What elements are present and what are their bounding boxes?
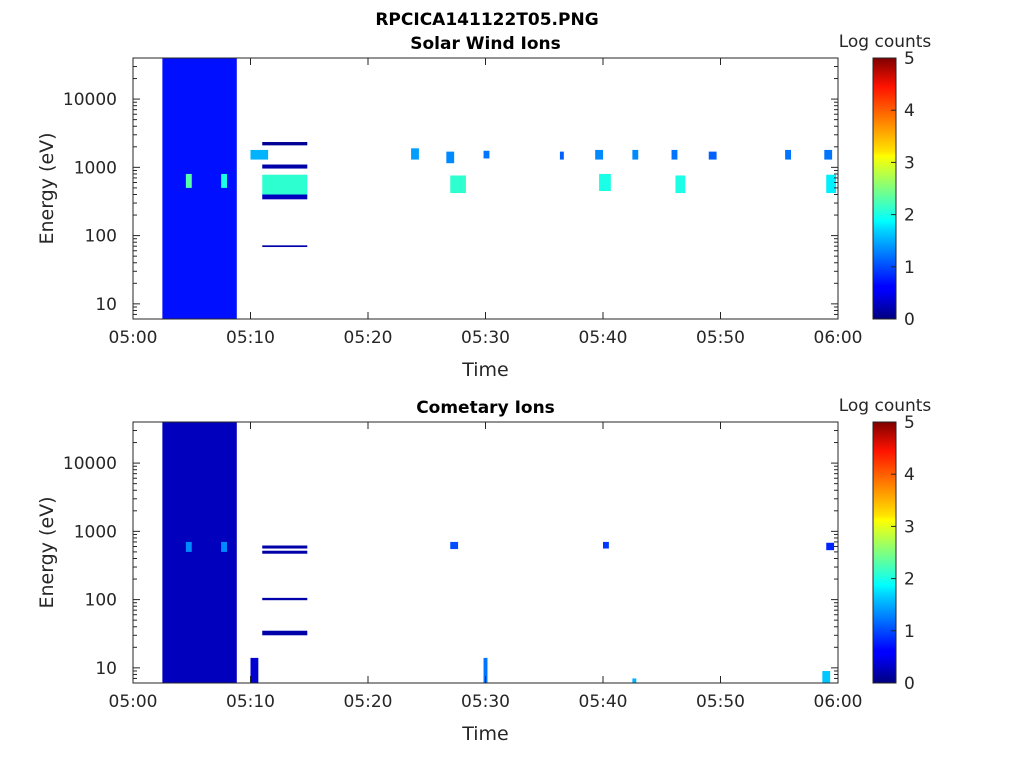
count-region [632, 149, 639, 160]
colorbar-gradient [872, 421, 897, 684]
count-region [262, 164, 308, 169]
count-region [411, 148, 419, 160]
count-region [785, 149, 791, 160]
data-layer [162, 58, 837, 319]
x-axis-label: Time [461, 723, 509, 745]
colorbar-tick-label: 4 [904, 101, 915, 121]
count-region [262, 630, 308, 636]
colorbar-label: Log counts [839, 396, 932, 416]
solar-wind-panel: Solar Wind Ions 05:00 05:10 05:20 05:30 05:40… [36, 34, 863, 381]
count-region [250, 149, 269, 160]
panel-title: Solar Wind Ions [410, 34, 561, 54]
x-tick-label: 05:50 [696, 692, 745, 712]
count-region [162, 422, 237, 683]
colorbar-gradient [872, 57, 897, 320]
x-tick-label: 05:00 [109, 328, 158, 348]
colorbar-label: Log counts [839, 32, 932, 52]
y-tick-label: 1000 [74, 522, 117, 542]
count-region [708, 151, 717, 160]
y-tick-label: 10000 [63, 90, 117, 110]
x-tick-label: 05:40 [579, 328, 628, 348]
y-tick-label: 10000 [63, 454, 117, 474]
count-region [262, 545, 308, 549]
count-region [483, 150, 490, 159]
x-tick-label: 06:00 [814, 328, 863, 348]
x-tick-label: 05:10 [226, 692, 275, 712]
colorbar-tick-label: 2 [904, 206, 915, 226]
panel-title: Cometary Ions [416, 398, 555, 418]
count-region [262, 245, 308, 248]
plot-area [133, 58, 838, 319]
count-region [250, 657, 259, 683]
count-region [262, 142, 308, 146]
colorbar-cometary-ions: Log counts 0 1 2 3 4 5 [839, 396, 932, 694]
count-region [826, 174, 837, 194]
count-region [262, 597, 308, 601]
x-tick-label: 06:00 [814, 692, 863, 712]
cometary-ions-panel: Cometary Ions 05:00 05:10 05:20 05:30 05:40 05… [36, 398, 863, 745]
count-region [483, 657, 488, 683]
count-region [262, 174, 308, 197]
colorbar-tick-label: 2 [904, 570, 915, 590]
figure-title: RPCICA141122T05.PNG [375, 10, 598, 30]
colorbar-tick-label: 3 [904, 153, 915, 173]
x-tick-label: 05:00 [109, 692, 158, 712]
colorbar-solar-wind: Log counts 0 1 2 3 4 5 [839, 32, 932, 330]
y-tick-label: 1000 [74, 158, 117, 178]
count-region [675, 175, 686, 194]
y-axis-label: Energy (eV) [36, 496, 58, 608]
colorbar-tick-label: 5 [904, 49, 915, 69]
count-region [595, 149, 603, 160]
count-region [221, 173, 227, 188]
x-tick-label: 05:10 [226, 328, 275, 348]
count-region [450, 175, 466, 194]
count-region [185, 173, 192, 188]
y-tick-label: 100 [85, 227, 117, 247]
count-region [446, 151, 455, 164]
count-region [826, 542, 835, 551]
y-tick-label: 10 [95, 659, 117, 679]
y-tick-label: 100 [85, 591, 117, 611]
x-axis-label: Time [461, 359, 509, 381]
colorbar-tick-label: 0 [904, 310, 915, 330]
count-region [450, 541, 459, 550]
count-region [559, 151, 564, 160]
count-region [262, 550, 308, 554]
data-layer [162, 422, 835, 683]
count-region [262, 194, 308, 200]
colorbar-tick-label: 3 [904, 517, 915, 537]
x-tick-label: 05:30 [461, 692, 510, 712]
y-tick-label: 10 [95, 295, 117, 315]
colorbar-tick-label: 5 [904, 413, 915, 433]
x-tick-label: 05:20 [344, 328, 393, 348]
count-region [632, 678, 637, 683]
colorbar-tick-label: 4 [904, 465, 915, 485]
count-region [221, 541, 227, 552]
x-tick-label: 05:30 [461, 328, 510, 348]
count-region [162, 58, 237, 319]
count-region [822, 670, 831, 683]
count-region [603, 541, 609, 549]
x-tick-label: 05:50 [696, 328, 745, 348]
y-axis-label: Energy (eV) [36, 132, 58, 244]
count-region [185, 541, 192, 552]
plot-area [133, 422, 838, 683]
x-tick-label: 05:40 [579, 692, 628, 712]
colorbar-tick-label: 1 [904, 258, 915, 278]
colorbar-tick-label: 0 [904, 674, 915, 694]
count-region [599, 173, 611, 192]
colorbar-tick-label: 1 [904, 622, 915, 642]
count-region [671, 149, 678, 160]
count-region [824, 149, 833, 160]
x-tick-label: 05:20 [344, 692, 393, 712]
